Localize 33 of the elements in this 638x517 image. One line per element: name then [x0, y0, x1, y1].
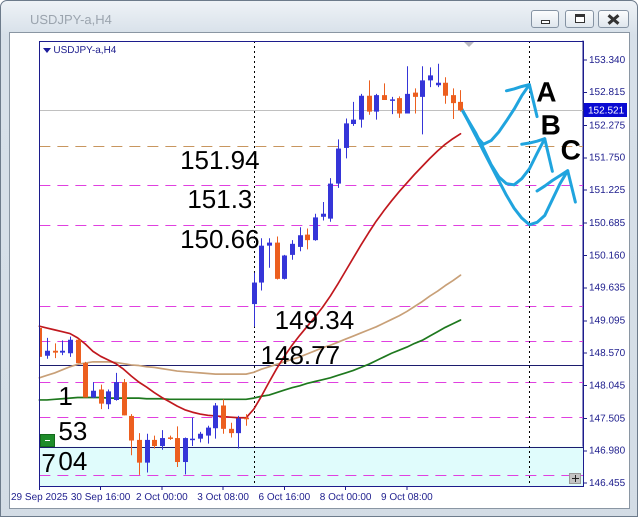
y-tick-label: 150.160 [589, 250, 626, 262]
ref-line-label: 152.521 [588, 105, 625, 116]
y-tick-label: 146.980 [589, 446, 626, 457]
y-tick-label: 146.455 [589, 478, 626, 489]
y-tick-label: 153.340 [589, 54, 626, 66]
annotation: 04 [58, 446, 88, 476]
chart-subtitle: USDJPY-a,H4 [53, 44, 117, 56]
y-tick-label: 152.275 [589, 120, 626, 132]
annotation: 7 [41, 448, 56, 478]
y-tick-label: 150.685 [589, 218, 626, 229]
x-tick-label: 6 Oct 16:00 [258, 492, 311, 503]
series-label: C [560, 134, 581, 166]
y-tick-label: 151.225 [589, 184, 626, 196]
x-tick-label: 30 Sep 16:00 [70, 492, 131, 503]
y-tick-label: 148.045 [589, 380, 626, 392]
x-tick-label: 29 Sep 2025 [11, 492, 68, 503]
series-label: A [536, 76, 557, 108]
ref-line-label: 151.3 [187, 184, 252, 214]
x-tick-label: 3 Oct 08:00 [197, 492, 250, 503]
y-tick-label: 151.750 [589, 152, 626, 164]
y-tick-label: 149.095 [589, 316, 626, 327]
chart-title: USDJPY-a,H4 [30, 12, 112, 27]
x-tick-label: 9 Oct 08:00 [381, 492, 434, 503]
y-tick-label: 152.815 [589, 87, 626, 98]
x-tick-label: 2 Oct 00:00 [136, 492, 188, 503]
series-label: B [540, 109, 561, 140]
ref-line-label: 151.94 [180, 145, 260, 175]
y-tick-label: 147.505 [589, 413, 626, 424]
x-tick-label: 8 Oct 00:00 [320, 492, 372, 503]
ref-line-label: 150.66 [180, 224, 260, 254]
y-tick-label: 149.635 [589, 282, 626, 294]
y-tick-label: 148.570 [589, 348, 626, 359]
annotation: 53 [58, 416, 88, 446]
